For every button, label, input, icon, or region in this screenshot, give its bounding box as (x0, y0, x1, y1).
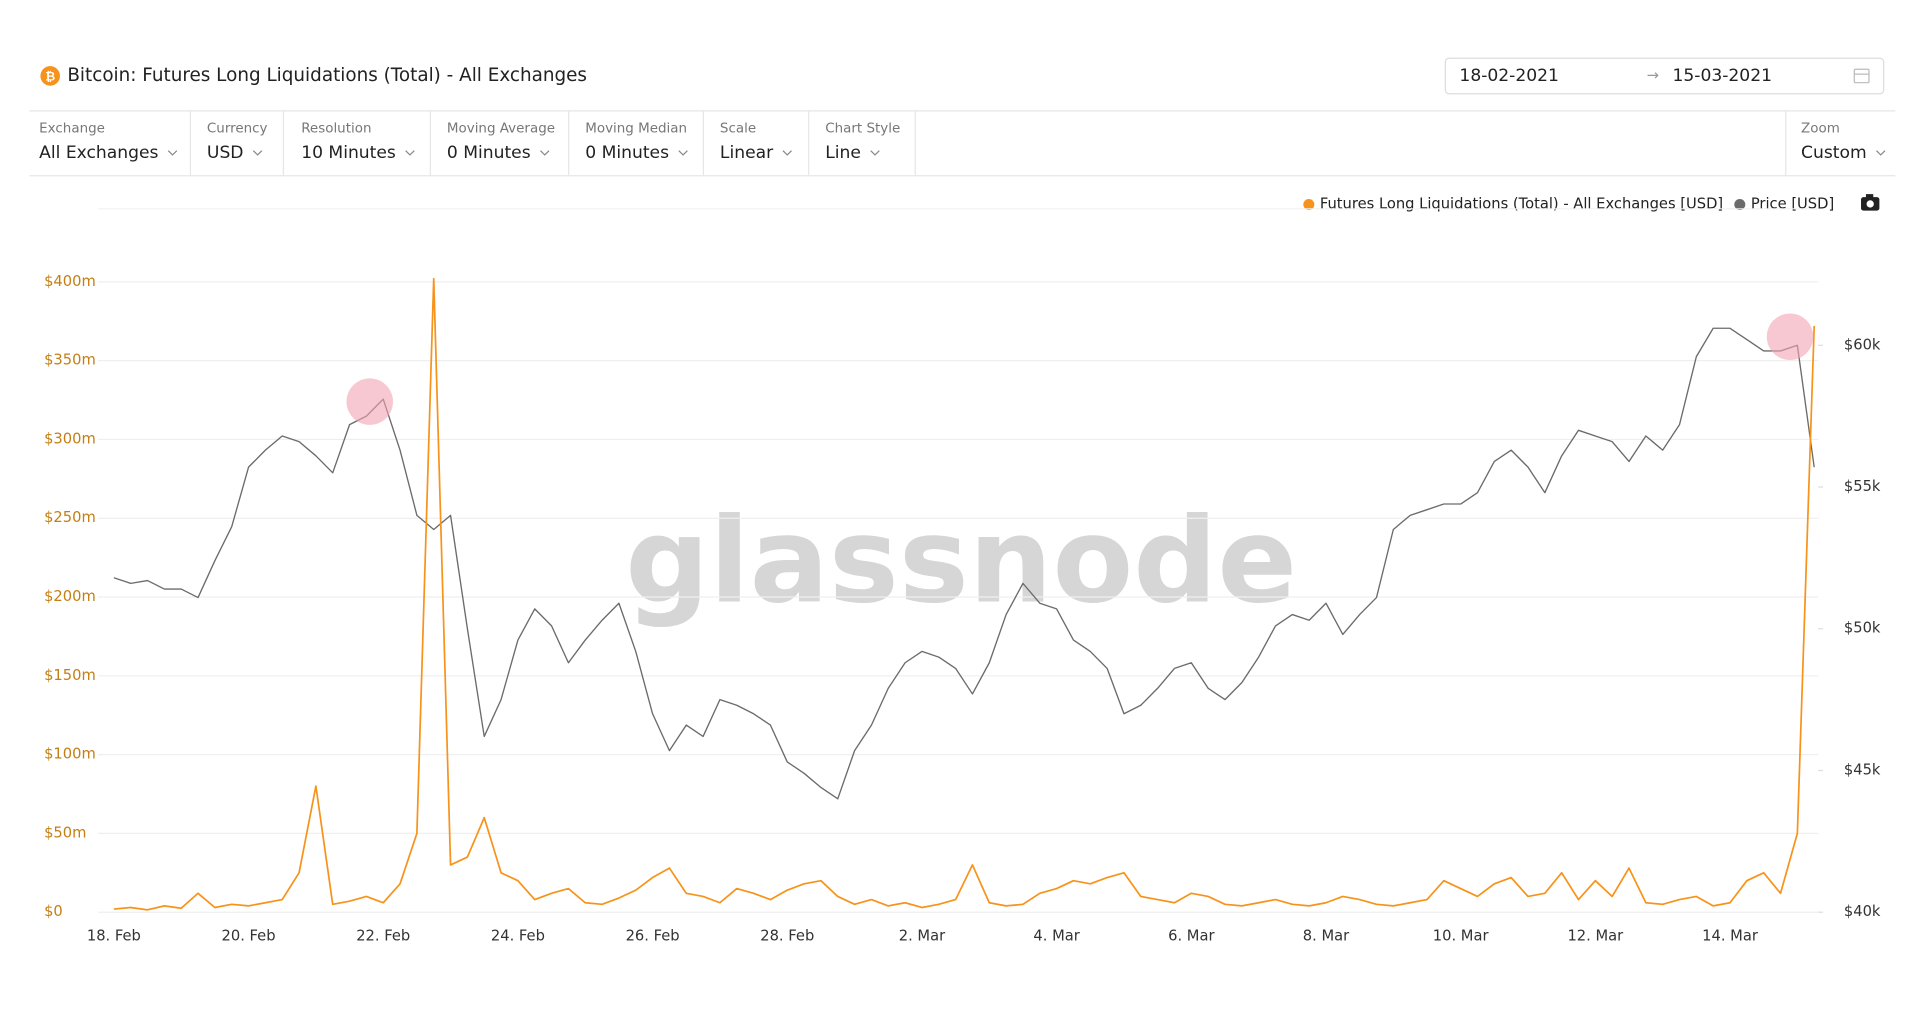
calendar-icon[interactable] (1853, 68, 1870, 84)
control-label: Moving Average (447, 122, 555, 137)
bitcoin-icon (40, 66, 60, 86)
y-tick-label: $350m (44, 352, 96, 369)
toolbar: Exchange All Exchanges Currency USD Resoluti… (39, 111, 1886, 176)
x-tick-label: 2. Mar (899, 928, 946, 945)
y-tick-label: $100m (44, 746, 96, 763)
y2-tick-label: $45k (1844, 761, 1881, 778)
control-value[interactable]: Custom (1801, 143, 1867, 163)
x-tick-label: 22. Feb (356, 928, 410, 945)
dropdown-chevron[interactable] (870, 150, 880, 156)
date-range[interactable] (1444, 57, 1885, 95)
control-value[interactable]: Line (825, 143, 861, 163)
dropdown-chevron[interactable] (405, 150, 415, 156)
price-line (113, 327, 1815, 800)
date-to[interactable]: 15-03-2021 (1672, 66, 1772, 86)
plot: $0 $50m $100m $150m $200m $250m $300m $350m $400… (44, 273, 1881, 945)
control-value[interactable]: Linear (720, 143, 774, 163)
x-tick-label: 24. Feb (491, 928, 545, 945)
x-tick-label: 20. Feb (222, 928, 276, 945)
date-from[interactable]: 18-02-2021 (1459, 66, 1559, 86)
y-tick-label: $400m (44, 273, 96, 290)
dropdown-chevron[interactable] (540, 150, 550, 156)
x-tick-label: 14. Mar (1702, 928, 1759, 945)
control-value[interactable]: 0 Minutes (447, 143, 531, 163)
dropdown-chevron[interactable] (782, 150, 792, 156)
bitcoin-symbol: ₿ (45, 70, 55, 84)
dropdown-chevron[interactable] (1876, 150, 1886, 156)
highlight-circle (346, 378, 394, 425)
y-tick-label: $150m (44, 667, 96, 684)
y-tick-label: $50m (44, 824, 86, 841)
date-arrow: → (1647, 67, 1659, 84)
dropdown-chevron[interactable] (252, 150, 263, 156)
legend-label[interactable]: Futures Long Liquidations (Total) - All … (1320, 196, 1723, 213)
x-tick-label: 4. Mar (1033, 928, 1080, 945)
x-tick-label: 12. Mar (1567, 928, 1624, 945)
legend-marker[interactable] (1303, 199, 1315, 211)
y-tick-label: $250m (44, 509, 96, 526)
control-value[interactable]: 0 Minutes (585, 143, 669, 163)
y2-tick-label: $50k (1844, 620, 1881, 637)
control-value[interactable]: USD (207, 143, 244, 163)
legend: Futures Long Liquidations (Total) - All … (1303, 196, 1834, 213)
dropdown-chevron[interactable] (678, 150, 688, 156)
dropdown-chevron[interactable] (167, 150, 178, 156)
y-tick-label: $0 (44, 903, 63, 920)
legend-label[interactable]: Price [USD] (1751, 196, 1834, 213)
x-tick-label: 18. Feb (87, 928, 141, 945)
y2-tick-label: $60k (1844, 336, 1881, 353)
x-tick-label: 26. Feb (626, 928, 680, 945)
y2-tick-label: $55k (1844, 478, 1881, 495)
control-label: Chart Style (825, 122, 900, 137)
x-tick-label: 10. Mar (1433, 928, 1490, 945)
y-tick-label: $300m (44, 430, 96, 447)
camera-icon[interactable] (1861, 194, 1880, 211)
control-label: Resolution (301, 122, 371, 137)
page-title: Bitcoin: Futures Long Liquidations (Tota… (67, 65, 587, 86)
liquidations-line (113, 277, 1816, 911)
x-tick-label: 8. Mar (1303, 928, 1350, 945)
x-tick-label: 6. Mar (1168, 928, 1215, 945)
y-tick-label: $200m (44, 588, 96, 605)
watermark: glassnode (625, 493, 1297, 630)
control-label: Currency (207, 122, 268, 137)
x-tick-label: 28. Feb (760, 928, 814, 945)
highlight-circle (1766, 313, 1814, 361)
control-value[interactable]: All Exchanges (39, 143, 158, 163)
control-value[interactable]: 10 Minutes (301, 143, 396, 163)
y2-tick-label: $40k (1844, 903, 1881, 920)
control-label: Zoom (1801, 122, 1840, 137)
control-label: Moving Median (585, 122, 687, 137)
control-label: Scale (720, 122, 756, 137)
control-label: Exchange (39, 122, 105, 137)
legend-marker[interactable] (1734, 199, 1746, 211)
